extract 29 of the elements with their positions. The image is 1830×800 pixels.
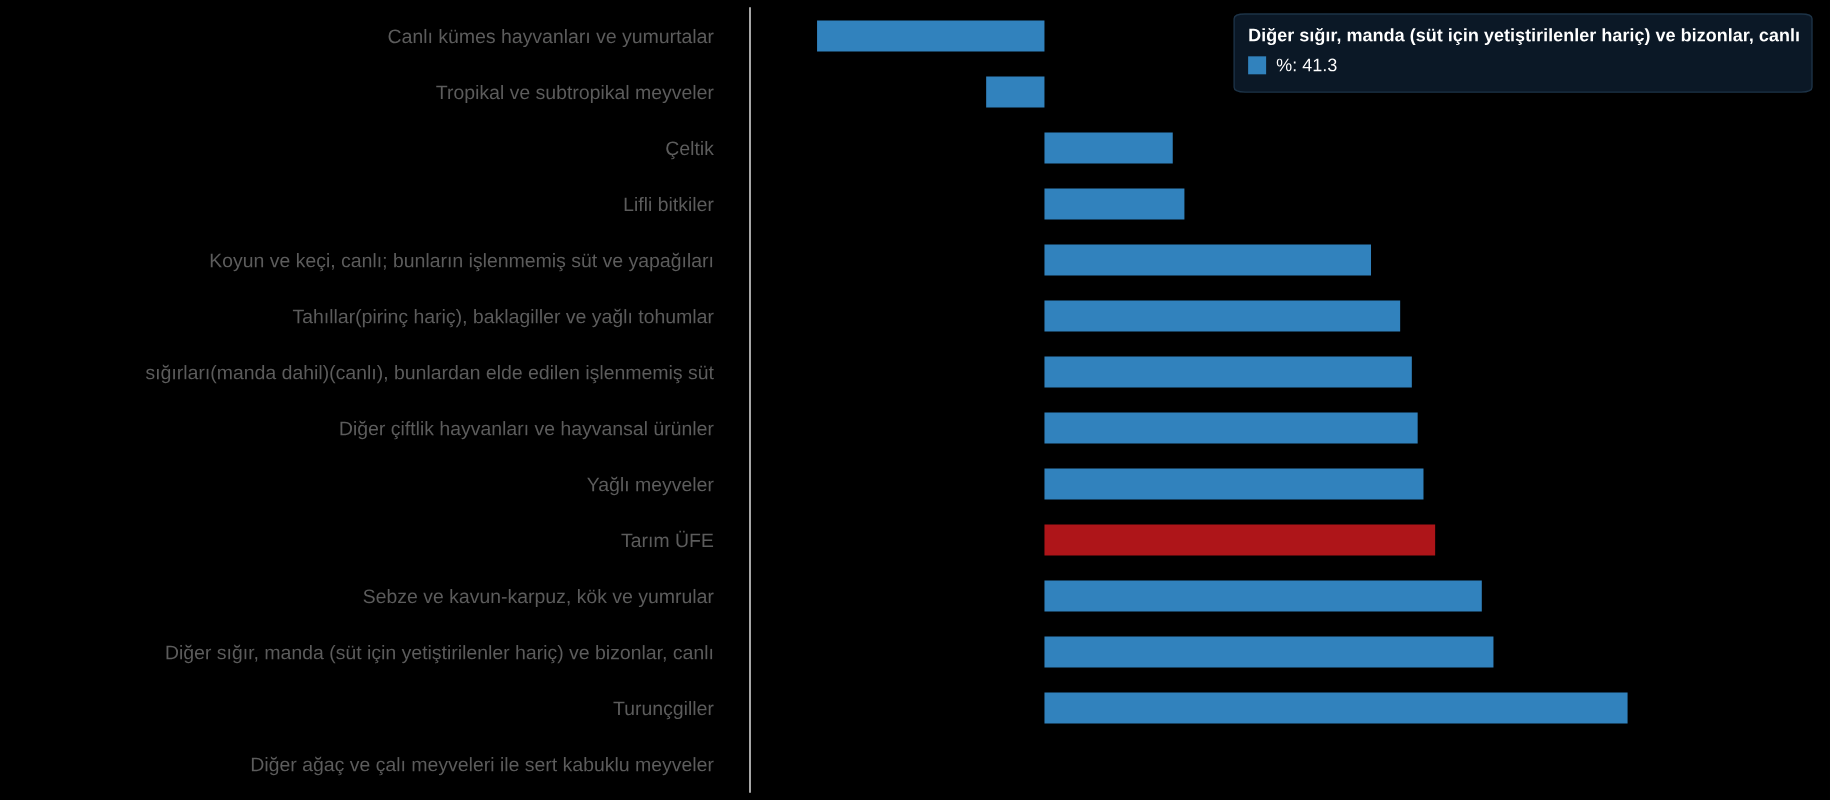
bar [1044, 244, 1372, 276]
y-tick-label: Diğer çiftlik hayvanları ve hayvansal ürünler [340, 420, 714, 440]
bar [1044, 188, 1185, 220]
bar [1044, 524, 1436, 556]
y-tick-label: Sebze ve kavun-karpuz, kök ve yumrular [363, 588, 714, 608]
y-tick-label: Koyun ve keçi, canlı; bunların işlenmemiş süt ve yapağıları [210, 252, 713, 272]
bar [1044, 636, 1494, 668]
bar [1044, 300, 1401, 332]
bar [1044, 132, 1173, 164]
bar [817, 20, 1045, 52]
y-tick-label: Diğer sığır, manda (süt için yetiştirilenler hariç) ve bizonlar, canlı [166, 644, 713, 664]
y-tick-label: Tahıllar(pirinç hariç), baklagiller ve yağlı tohumlar [292, 308, 714, 328]
y-tick-label: Yağlı meyveler [587, 476, 714, 496]
y-tick-label: Lifli bitkiler [624, 196, 714, 212]
bar [1044, 412, 1418, 444]
bar [1044, 356, 1412, 388]
y-tick-label: Canlı kümes hayvanları ve yumurtalar [388, 28, 714, 48]
annotation: Diğer sığır, manda (süt için yetiştirilenler hariç) ve bizonlar, canlı [1249, 28, 1799, 46]
y-tick-label: Tropikal ve subtropikal meyveler [436, 84, 714, 104]
y-tick-label: Diğer ağaç ve çalı meyveleri ile sert kabuklu meyveler [251, 756, 714, 776]
bar [1044, 580, 1482, 612]
y-tick-label: Çeltik [666, 140, 714, 160]
bar [1044, 468, 1424, 500]
y-tick-label: sığırları(manda dahil)(canlı), bunlardan elde edilen işlenmemiş süt [145, 364, 714, 384]
annotation: %: 41.3 [1276, 58, 1337, 72]
bar [986, 76, 1045, 108]
y-tick-label: Tarım ÜFE [621, 530, 714, 548]
bar [1044, 692, 1628, 724]
y-tick-label: Turunçgiller [613, 700, 714, 720]
